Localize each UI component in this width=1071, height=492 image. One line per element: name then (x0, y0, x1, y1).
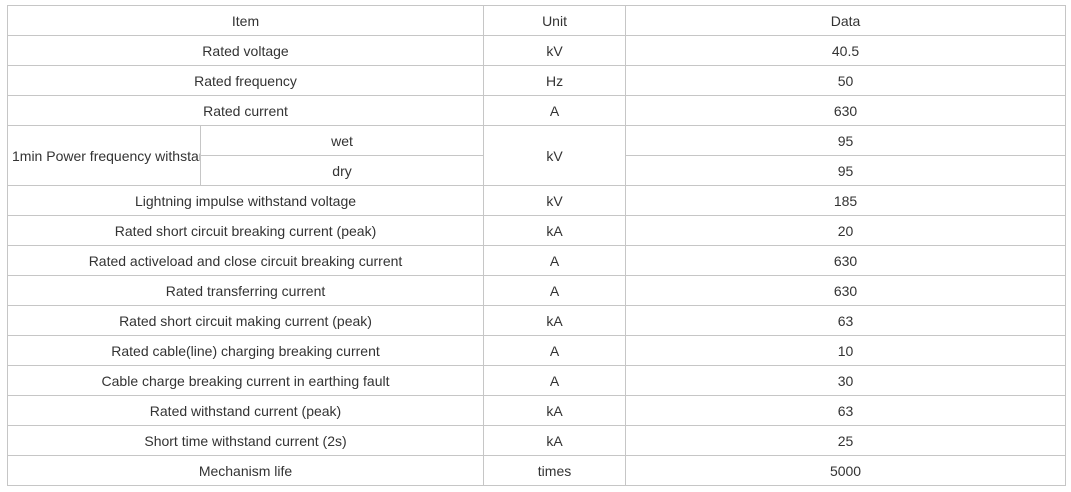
unit-cell: Hz (483, 65, 627, 96)
table-row: Rated voltage kV 40.5 (6, 35, 1067, 66)
item-cell: Rated transferring current (6, 275, 485, 306)
data-cell: 40.5 (625, 35, 1067, 66)
column-header-data: Data (625, 5, 1067, 36)
table-row: Lightning impulse withstand voltage kV 1… (6, 185, 1067, 216)
item-cell: Lightning impulse withstand voltage (6, 185, 485, 216)
item-cell: Mechanism life (6, 455, 485, 486)
data-cell: 630 (625, 245, 1067, 276)
table-row: Cable charge breaking current in earthin… (6, 365, 1067, 396)
data-cell: 50 (625, 65, 1067, 96)
unit-cell: kA (483, 425, 627, 456)
table-row: Rated transferring current A 630 (6, 275, 1067, 306)
item-cell: Rated cable(line) charging breaking curr… (6, 335, 485, 366)
data-cell: 63 (625, 305, 1067, 336)
table-row: Rated cable(line) charging breaking curr… (6, 335, 1067, 366)
table-row: Rated short circuit breaking current (pe… (6, 215, 1067, 246)
unit-cell: A (483, 95, 627, 126)
item-cell: Rated voltage (6, 35, 485, 66)
table-row-group-dry: dry 95 (8, 155, 1067, 186)
data-cell: 630 (625, 275, 1067, 306)
data-cell: 630 (625, 95, 1067, 126)
table-row: Mechanism life times 5000 (6, 455, 1067, 486)
unit-cell: A (483, 275, 627, 306)
item-cell: Rated activeload and close circuit break… (6, 245, 485, 276)
table-row: Rated withstand current (peak) kA 63 (6, 395, 1067, 426)
table-row: Rated current A 630 (6, 95, 1067, 126)
unit-cell: kV (483, 35, 627, 66)
data-cell: 20 (625, 215, 1067, 246)
data-cell: 25 (625, 425, 1067, 456)
item-cell: Rated withstand current (peak) (6, 395, 485, 426)
unit-cell: kV (483, 185, 627, 216)
item-cell: Short time withstand current (2s) (6, 425, 485, 456)
group-unit-cell: kV (483, 125, 627, 186)
item-cell: Rated short circuit breaking current (pe… (6, 215, 485, 246)
data-cell: 95 (625, 155, 1067, 186)
table-row-group-wet: 1min Power frequency withstand voltage w… (7, 125, 1067, 186)
table-row: Rated activeload and close circuit break… (6, 245, 1067, 276)
data-cell: 185 (625, 185, 1067, 216)
table-row: Short time withstand current (2s) kA 25 (6, 425, 1067, 456)
data-cell: 5000 (625, 455, 1067, 486)
unit-cell: A (483, 335, 627, 366)
unit-cell: kA (483, 305, 627, 336)
data-cell: 95 (625, 125, 1067, 156)
item-cell: Rated current (6, 95, 485, 126)
group-item-cell: 1min Power frequency withstand voltage (7, 125, 201, 186)
data-cell: 10 (625, 335, 1067, 366)
unit-cell: A (483, 245, 627, 276)
header-row: Item Unit Data (6, 5, 1067, 36)
data-cell: 30 (625, 365, 1067, 396)
unit-cell: times (483, 455, 627, 486)
sub-item-cell: dry (199, 155, 485, 186)
table-row: Rated frequency Hz 50 (6, 65, 1067, 96)
data-cell: 63 (625, 395, 1067, 426)
column-header-unit: Unit (483, 5, 627, 36)
item-cell: Cable charge breaking current in earthin… (6, 365, 485, 396)
item-cell: Rated frequency (6, 65, 485, 96)
sub-item-cell: wet (199, 125, 485, 156)
unit-cell: kA (483, 395, 627, 426)
column-header-item: Item (6, 5, 485, 36)
unit-cell: kA (483, 215, 627, 246)
table-row: Rated short circuit making current (peak… (6, 305, 1067, 336)
spec-table: Item Unit Data Rated voltage kV 40.5 Rat… (6, 5, 1067, 486)
spec-table-container: Item Unit Data Rated voltage kV 40.5 Rat… (6, 5, 1067, 486)
unit-cell: A (483, 365, 627, 396)
item-cell: Rated short circuit making current (peak… (6, 305, 485, 336)
